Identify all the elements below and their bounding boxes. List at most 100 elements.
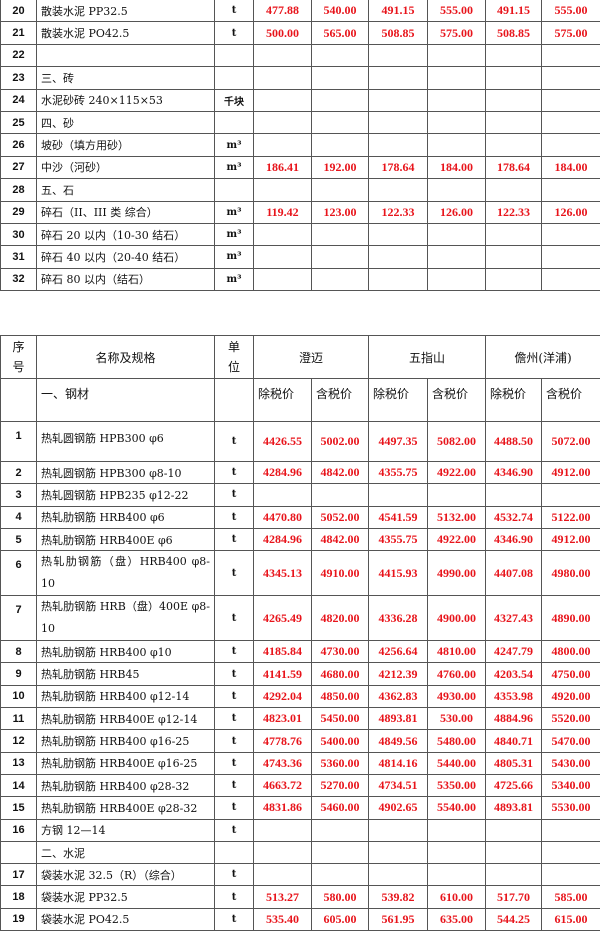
row-seq: 25 <box>1 111 37 133</box>
row-name: 热轧圆钢筋 HPB235 φ12-22 <box>37 484 215 506</box>
price-cell: 4663.72 <box>254 774 312 796</box>
price-cell: 4292.04 <box>254 685 312 707</box>
row-unit: m³ <box>215 156 254 178</box>
row-name: 碎石 20 以内（10-30 结石） <box>37 223 215 245</box>
price-cell: 4823.01 <box>254 708 312 730</box>
price-cell <box>369 223 428 245</box>
price-label: 除税价 <box>486 379 542 422</box>
section-steel: 一、钢材 <box>37 379 215 422</box>
price-cell: 4778.76 <box>254 730 312 752</box>
row-unit: t <box>215 462 254 484</box>
row-name: 散装水泥 PO42.5 <box>37 22 215 44</box>
price-cell: 555.00 <box>542 0 600 22</box>
price-cell <box>369 268 428 290</box>
price-cell <box>486 111 542 133</box>
price-cell <box>254 864 312 886</box>
price-cell <box>254 268 312 290</box>
price-cell: 4980.00 <box>542 551 600 596</box>
price-cell: 122.33 <box>369 201 428 223</box>
price-cell: 5530.00 <box>542 797 600 819</box>
row-name <box>37 44 215 66</box>
row-unit: m³ <box>215 246 254 268</box>
price-cell <box>428 864 486 886</box>
price-cell: 4912.00 <box>542 462 600 484</box>
price-cell: 508.85 <box>369 22 428 44</box>
price-cell <box>254 819 312 841</box>
row-seq: 28 <box>1 179 37 201</box>
price-cell: 4141.59 <box>254 663 312 685</box>
price-cell <box>312 841 369 863</box>
row-name: 碎石（II、III 类 综合） <box>37 201 215 223</box>
row-unit: m³ <box>215 134 254 156</box>
row-name: 坡砂（填方用砂） <box>37 134 215 156</box>
price-label: 含税价 <box>428 379 486 422</box>
price-cell: 4247.79 <box>486 641 542 663</box>
row-unit: t <box>215 596 254 641</box>
price-cell: 535.40 <box>254 908 312 930</box>
row-name: 热轧圆钢筋 HPB300 φ8-10 <box>37 462 215 484</box>
price-cell: 4730.00 <box>312 641 369 663</box>
price-cell: 5132.00 <box>428 506 486 528</box>
price-cell <box>369 134 428 156</box>
price-cell: 605.00 <box>312 908 369 930</box>
price-cell <box>486 819 542 841</box>
price-cell: 539.82 <box>369 886 428 908</box>
price-cell: 5360.00 <box>312 752 369 774</box>
price-cell: 4902.65 <box>369 797 428 819</box>
price-cell: 4407.08 <box>486 551 542 596</box>
row-seq: 11 <box>1 708 37 730</box>
row-unit: t <box>215 774 254 796</box>
price-cell: 500.00 <box>254 22 312 44</box>
price-cell: 580.00 <box>312 886 369 908</box>
price-cell: 4922.00 <box>428 462 486 484</box>
price-cell: 585.00 <box>542 886 600 908</box>
row-unit: t <box>215 886 254 908</box>
price-cell: 4284.96 <box>254 528 312 550</box>
price-cell <box>312 864 369 886</box>
price-cell: 5400.00 <box>312 730 369 752</box>
price-cell: 178.64 <box>369 156 428 178</box>
price-cell <box>369 67 428 89</box>
table-row: 二、水泥 <box>1 841 600 863</box>
row-name: 热轧肋钢筋 HRB400E φ28-32 <box>37 797 215 819</box>
row-unit: t <box>215 864 254 886</box>
price-cell: 4355.75 <box>369 462 428 484</box>
price-cell: 4760.00 <box>428 663 486 685</box>
price-cell <box>486 89 542 111</box>
row-name: 热轧肋钢筋 HRB400E φ6 <box>37 528 215 550</box>
price-cell: 5340.00 <box>542 774 600 796</box>
price-cell: 530.00 <box>428 708 486 730</box>
price-cell <box>312 44 369 66</box>
price-cell <box>312 484 369 506</box>
price-cell: 4890.00 <box>542 596 600 641</box>
price-cell: 477.88 <box>254 0 312 22</box>
price-cell: 4820.00 <box>312 596 369 641</box>
row-name: 中沙（河砂） <box>37 156 215 178</box>
row-name: 热轧肋钢筋 HRB400E φ16-25 <box>37 752 215 774</box>
price-cell <box>542 841 600 863</box>
price-cell <box>428 246 486 268</box>
price-cell: 4284.96 <box>254 462 312 484</box>
price-cell <box>542 223 600 245</box>
price-cell <box>254 223 312 245</box>
price-cell <box>486 134 542 156</box>
price-cell: 4750.00 <box>542 663 600 685</box>
price-cell: 4800.00 <box>542 641 600 663</box>
price-cell: 4415.93 <box>369 551 428 596</box>
price-cell: 4203.54 <box>486 663 542 685</box>
price-cell <box>428 67 486 89</box>
subheader-seq <box>1 379 37 422</box>
